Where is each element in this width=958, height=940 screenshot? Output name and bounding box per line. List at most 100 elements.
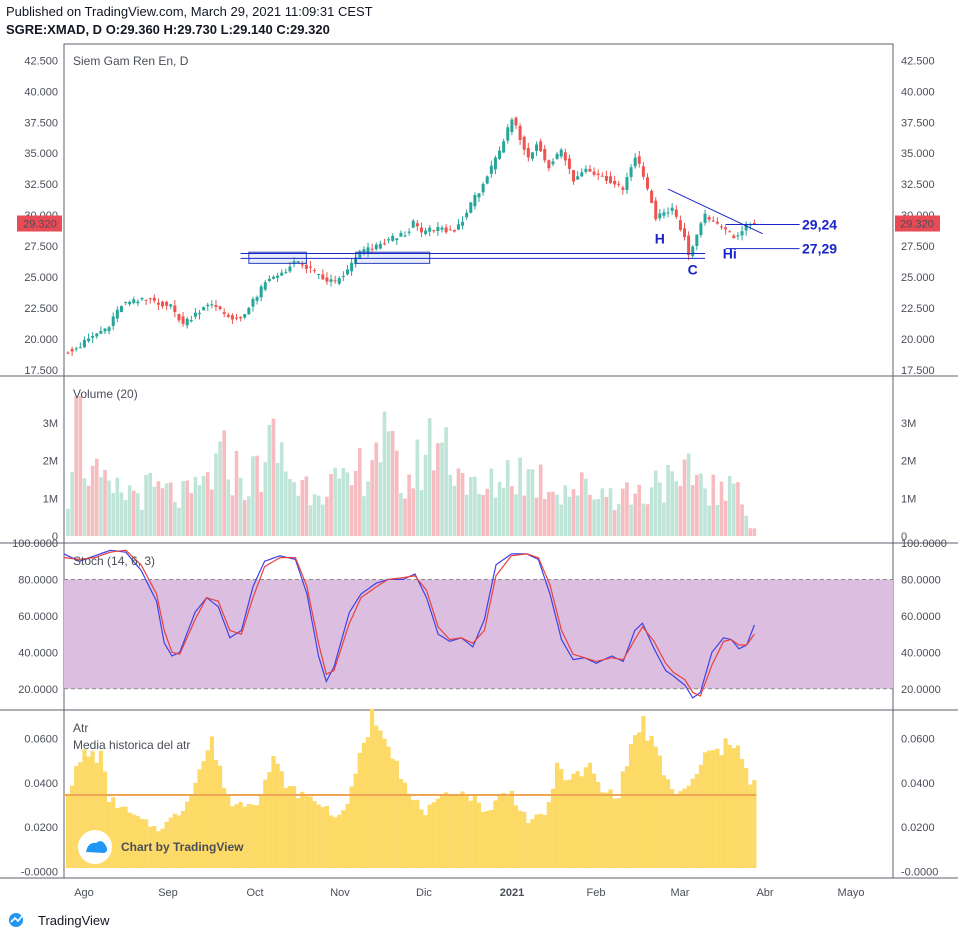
volume-bar [510,486,514,536]
atr-bar [164,821,169,868]
candle-body [510,119,514,132]
volume-bar [136,493,140,536]
candle-body [415,223,419,227]
y-tick-right: -0.0000 [901,866,938,878]
atr-bar [485,810,490,868]
volume-bar [727,475,732,536]
atr-bar [731,748,736,868]
candle-body [469,202,473,213]
candle-body [341,275,345,277]
volume-bar [94,458,99,536]
volume-bar [296,495,300,536]
atr-bar [378,730,383,868]
volume-bar [464,494,469,536]
atr-bar [254,805,260,868]
volume-bar [678,485,683,536]
atr-bar [349,786,354,868]
atr-bar [119,806,124,868]
candle-body [136,301,140,304]
candle-body [613,180,617,185]
atr-bar [744,767,749,868]
candle-body [169,304,173,307]
atr-bar [460,791,465,868]
atr-bar [263,779,268,868]
candle-body [202,307,206,311]
atr-bar [468,800,473,868]
candle-body [424,230,428,235]
atr-bar [312,801,317,868]
tradingview-logo-icon [9,913,23,927]
y-tick-right: 100.0000 [901,538,947,550]
candle-body [70,348,74,352]
volume-bar [748,528,753,536]
volume-bar [740,504,744,536]
volume-bar [489,468,494,536]
volume-bar [423,454,428,536]
tradingview-watermark[interactable] [78,830,112,864]
candle-body [387,239,391,241]
volume-bar [526,469,531,536]
atr-bar [583,767,588,868]
atr-bar [300,791,305,868]
atr-bar [748,784,753,868]
atr-bar [197,769,202,868]
volume-bar [559,504,563,536]
atr-bar [115,807,120,868]
volume-bar [493,497,498,536]
candle-body [230,315,234,320]
atr-bar [304,794,309,868]
symbol[interactable]: SGRE:XMAD, D [6,22,103,37]
x-tick-label: Abr [756,887,773,899]
volume-bar [378,462,383,536]
candle-body [128,301,132,305]
footer-brand[interactable]: TradingView [8,912,110,928]
volume-bar [304,476,309,536]
atr-bar [464,794,469,868]
candle-body [633,157,637,167]
atr-bar [698,764,704,868]
volume-bar [641,503,646,536]
volume-bar [551,491,555,536]
volume-bar [719,481,724,536]
atr-bar [559,769,564,868]
candle-body [374,244,378,250]
atr-bar [727,744,732,868]
candle-body [407,231,411,233]
volume-bar [600,488,605,536]
candle-body [506,127,510,141]
atr-bar [550,788,556,868]
volume-bar [193,477,198,536]
volume-bar [501,487,506,536]
volume-bar [690,485,695,536]
candle-body [218,306,222,310]
candle-body [235,317,239,319]
y-tick-right: 25.000 [901,272,935,284]
volume-bar [460,473,465,536]
atr-bar [435,798,440,868]
volume-bar [156,481,161,536]
atr-bar [624,766,630,868]
atr-bar [522,811,527,868]
volume-bar [649,487,654,536]
volume-bar [292,482,296,536]
volume-bar [205,472,210,536]
atr-bar [448,794,453,868]
volume-bar [485,488,490,536]
atr-bar [415,799,420,868]
candle-body [173,305,177,312]
candle-body [304,264,308,269]
volume-bar [284,471,288,536]
candle-body [144,299,148,301]
candle-body [378,243,382,249]
candle-body [214,305,218,307]
candle-body [715,221,719,224]
y-tick-right: 0.0200 [901,822,935,834]
y-tick-right: 27.500 [901,241,935,253]
candle-body [185,318,189,326]
candle-body [670,207,674,211]
candle-body [522,136,526,150]
candle-body [259,286,263,298]
atr-bar [398,778,404,868]
volume-bar [366,481,370,536]
